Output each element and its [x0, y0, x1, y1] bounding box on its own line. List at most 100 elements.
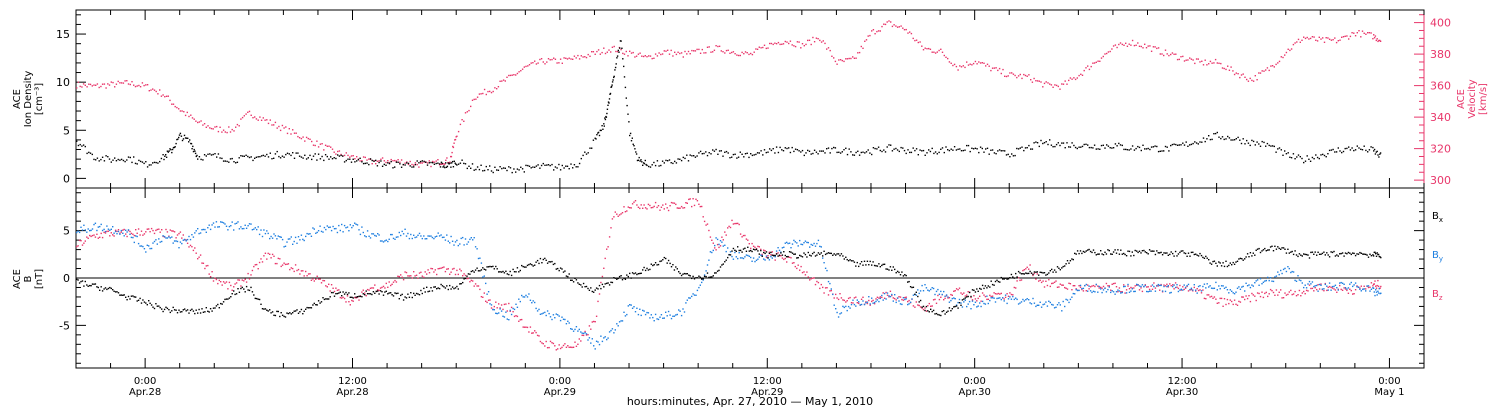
density-point — [609, 93, 611, 95]
density-point — [269, 152, 271, 154]
density-point — [430, 161, 432, 164]
bx-point — [598, 284, 601, 287]
velocity-point — [1204, 59, 1206, 61]
bx-point — [336, 292, 339, 295]
density-point — [1378, 156, 1380, 158]
by-point — [182, 239, 184, 241]
bz-point — [1133, 287, 1135, 289]
bx-point — [575, 279, 578, 281]
by-point — [585, 333, 588, 335]
by-point — [1327, 289, 1329, 291]
by-point — [554, 317, 556, 319]
bx-point — [1173, 255, 1175, 257]
by-point — [506, 318, 508, 320]
bz-point — [561, 346, 563, 349]
velocity-point — [796, 41, 799, 43]
bx-point — [312, 304, 314, 306]
by-point — [806, 241, 808, 244]
velocity-point — [1259, 72, 1262, 74]
bx-point — [446, 285, 448, 287]
velocity-point — [311, 140, 313, 143]
velocity-point — [362, 156, 365, 158]
bz-point — [1098, 287, 1100, 289]
velocity-point — [1119, 42, 1122, 44]
bx-point — [727, 256, 729, 259]
bx-point — [525, 266, 527, 268]
by-point — [960, 302, 962, 304]
velocity-point — [1159, 53, 1161, 55]
density-point — [559, 169, 562, 171]
bx-point — [737, 246, 739, 248]
bz-point — [840, 297, 843, 299]
bx-point — [1144, 251, 1146, 253]
velocity-point — [1128, 43, 1130, 45]
by-point — [1233, 293, 1236, 295]
by-point — [1261, 283, 1263, 285]
velocity-point — [179, 110, 182, 112]
density-point — [1009, 156, 1011, 158]
density-point — [248, 156, 251, 159]
top-left-axis-label: ACEIon Density[cm⁻³] — [12, 71, 45, 128]
bx-point — [1030, 272, 1033, 274]
density-point — [131, 161, 133, 164]
bz-point — [284, 263, 287, 266]
bx-point — [342, 291, 344, 293]
velocity-point — [632, 51, 634, 54]
velocity-point — [281, 124, 284, 127]
by-point — [587, 339, 589, 341]
by-point — [1023, 300, 1025, 302]
by-point — [297, 236, 300, 238]
density-point — [1261, 140, 1263, 143]
velocity-point — [1242, 73, 1244, 75]
bz-point — [699, 205, 701, 208]
by-point — [565, 323, 568, 325]
bx-point — [722, 263, 724, 265]
density-point — [511, 171, 513, 174]
density-point — [326, 155, 328, 158]
bx-point — [806, 256, 808, 258]
by-point — [1328, 282, 1331, 284]
density-point — [314, 153, 316, 155]
velocity-point — [134, 85, 137, 88]
density-point — [357, 159, 360, 161]
bx-point — [1166, 252, 1168, 254]
bx-point — [91, 283, 94, 285]
bz-point — [266, 258, 268, 260]
bz-point — [582, 334, 585, 337]
bx-point — [1023, 273, 1025, 275]
velocity-point — [433, 161, 436, 163]
by-point — [531, 302, 533, 304]
density-point — [1175, 143, 1177, 146]
density-point — [736, 157, 738, 159]
density-point — [496, 169, 498, 171]
density-point — [1066, 142, 1068, 144]
bz-point — [1226, 298, 1229, 301]
by-point — [89, 229, 91, 232]
density-point — [174, 146, 176, 148]
velocity-point — [1157, 47, 1160, 49]
bx-point — [137, 299, 140, 301]
density-point — [1126, 149, 1129, 151]
bx-point — [894, 268, 896, 271]
velocity-point — [1325, 37, 1327, 39]
by-point — [453, 244, 455, 246]
density-point — [1043, 142, 1046, 144]
bx-point — [667, 259, 670, 262]
density-point — [547, 164, 550, 166]
bx-point — [77, 279, 79, 281]
bz-point — [377, 289, 379, 291]
bz-point — [935, 302, 938, 304]
by-point — [781, 247, 784, 249]
bz-point — [621, 212, 624, 214]
velocity-point — [532, 62, 534, 64]
bx-point — [264, 308, 267, 310]
by-point — [1053, 307, 1056, 309]
bz-point — [1324, 282, 1326, 285]
bx-point — [1218, 261, 1220, 263]
velocity-point — [1131, 39, 1134, 42]
by-point — [1231, 290, 1233, 292]
bz-point — [420, 271, 422, 273]
by-point — [387, 240, 389, 243]
bx-point — [953, 306, 955, 308]
density-point — [1201, 141, 1203, 143]
